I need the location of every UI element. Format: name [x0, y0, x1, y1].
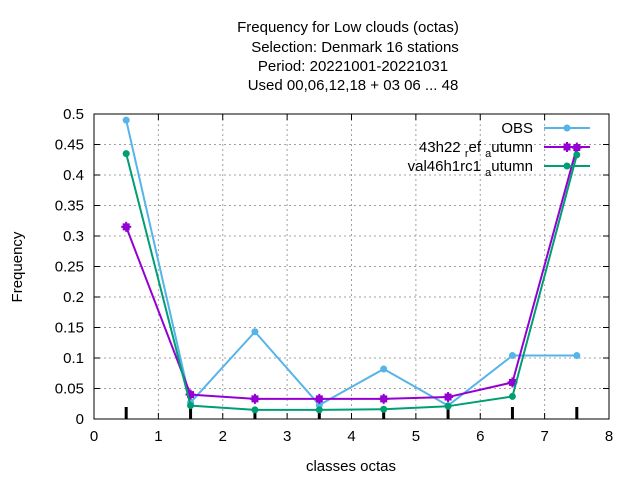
legend-label-part: 43h22 — [419, 139, 465, 156]
title-line-4: Used 00,06,12,18 + 03 06 ... 48 — [248, 77, 459, 94]
y-tick-label: 0.1 — [63, 350, 84, 367]
grid — [94, 114, 609, 419]
legend-entry-2: 43h22 ref autumn — [419, 139, 590, 160]
series-3 — [122, 150, 581, 414]
x-tick-label: 6 — [476, 428, 484, 445]
legend-entry-1: OBS — [501, 120, 590, 137]
data-point — [315, 406, 323, 414]
legend-swatch-marker — [563, 124, 571, 132]
y-tick-label: 0 — [76, 411, 84, 428]
legend-label-part: a — [485, 167, 492, 179]
data-point — [508, 352, 516, 360]
title-line-3: Period: 20221001-20221031 — [258, 58, 448, 75]
series-line — [125, 119, 577, 407]
legend-label-part: r — [465, 148, 469, 160]
legend-entry-3: val46h1rc1 autumn — [408, 158, 590, 179]
x-tick-label: 1 — [154, 428, 162, 445]
y-tick-label: 0.4 — [63, 167, 84, 184]
data-point — [187, 402, 195, 410]
y-tick-label: 0.5 — [63, 106, 84, 123]
x-tick-label: 2 — [219, 428, 227, 445]
data-point — [444, 402, 452, 410]
legend-label: 43h22 ref autumn — [419, 139, 533, 160]
x-tick-label: 0 — [90, 428, 98, 445]
legend-label-part: val46h1rc1 — [408, 158, 486, 175]
title-line-2: Selection: Denmark 16 stations — [251, 39, 459, 56]
series-line — [125, 153, 578, 411]
y-tick-label: 0.15 — [55, 320, 84, 337]
x-tick-label: 5 — [412, 428, 420, 445]
plot-frame — [93, 113, 610, 420]
legend-label-part: OBS — [501, 120, 533, 137]
legend-label-part: ef — [468, 139, 485, 156]
series-line — [125, 147, 578, 400]
y-tick-label: 0.35 — [55, 198, 84, 215]
data-point — [508, 392, 516, 400]
legend-label-part: utumn — [491, 139, 533, 156]
legend-swatch-marker — [563, 162, 571, 170]
chart-title: Frequency for Low clouds (octas) Selecti… — [237, 19, 459, 94]
y-tick-label: 0.2 — [63, 289, 84, 306]
title-line-1: Frequency for Low clouds (octas) — [237, 19, 459, 36]
data-point — [380, 405, 388, 413]
y-tick-label: 0.05 — [55, 381, 84, 398]
data-point — [251, 406, 259, 414]
x-tick-label: 7 — [540, 428, 548, 445]
legend-label: val46h1rc1 autumn — [408, 158, 533, 179]
series-layer — [121, 116, 582, 414]
x-tick-label: 4 — [347, 428, 355, 445]
legend-label-part: a — [485, 148, 492, 160]
data-point — [380, 365, 388, 373]
x-tick-label: 3 — [283, 428, 291, 445]
y-tick-label: 0.25 — [55, 259, 84, 276]
legend-label: OBS — [501, 120, 533, 137]
x-tick-label: 8 — [605, 428, 613, 445]
y-tick-label: 0.3 — [63, 228, 84, 245]
x-axis-label: classes octas — [306, 458, 396, 475]
data-point — [122, 116, 130, 124]
y-tick-label: 0.45 — [55, 137, 84, 154]
series-2 — [121, 142, 582, 404]
data-point — [251, 328, 259, 336]
legend-label-part: utumn — [491, 158, 533, 175]
data-point — [122, 150, 130, 158]
data-point — [573, 151, 581, 159]
axis-ticks: 0 1 2 3 4 5 6 7 8 0 0.05 0.1 0.15 0.2 0.25 0.3 0.35 0.4 0.… — [55, 106, 613, 445]
y-axis-label: Frequency — [9, 231, 26, 302]
data-point — [573, 352, 581, 360]
data-point — [315, 401, 323, 409]
